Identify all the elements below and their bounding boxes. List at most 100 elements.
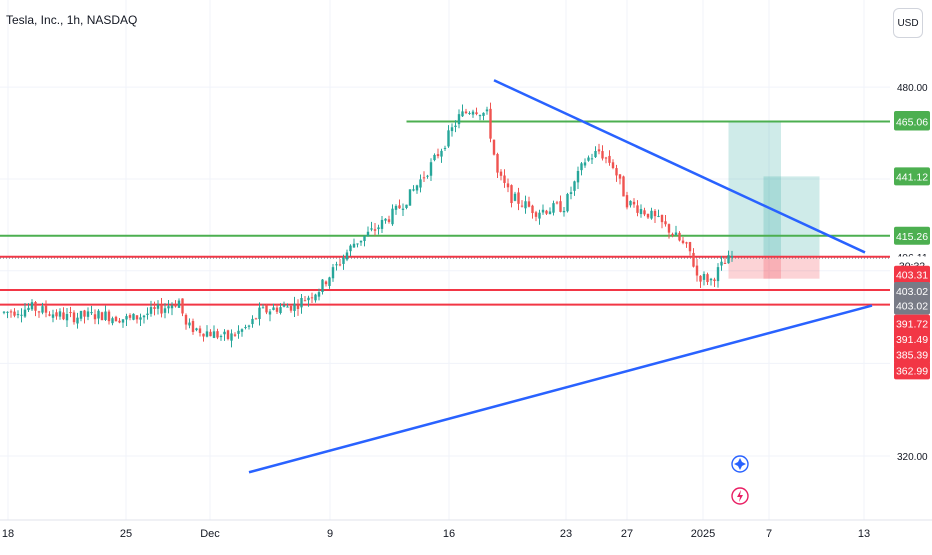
candle-body: [573, 181, 576, 191]
profit-zone[interactable]: [728, 121, 782, 257]
candle-body: [667, 224, 671, 233]
candle-body: [223, 331, 226, 335]
candle-body: [499, 171, 503, 176]
candle-body: [468, 112, 471, 114]
candle-body: [695, 265, 699, 276]
candle-body: [478, 115, 482, 117]
sparkle-icon[interactable]: [731, 455, 749, 473]
stop-zone[interactable]: [763, 256, 820, 279]
candle-body: [300, 297, 303, 308]
candle-body: [79, 310, 83, 319]
trendline-descending[interactable]: [493, 79, 866, 254]
candle-body: [181, 298, 184, 314]
candle-body: [674, 232, 678, 235]
price-tag-label: 403.31: [896, 270, 928, 282]
candle-body: [6, 311, 9, 313]
candle-body: [608, 155, 611, 163]
candle-body: [139, 317, 142, 320]
candle-body: [678, 232, 681, 241]
candle-body: [307, 297, 310, 301]
candle-body: [524, 201, 527, 209]
y-tick-label: 480.00: [897, 83, 928, 94]
chart-icons[interactable]: [731, 455, 749, 505]
trend-lines[interactable]: [248, 79, 873, 474]
candle-body: [328, 277, 331, 286]
candle-body: [177, 300, 181, 308]
candle-body: [286, 306, 289, 308]
trendline-ascending[interactable]: [248, 304, 873, 474]
candle-body: [475, 112, 478, 115]
candle-body: [398, 205, 401, 209]
currency-button[interactable]: USD: [893, 8, 923, 38]
candle-body: [489, 108, 492, 139]
candle-body: [373, 229, 377, 231]
candle-body: [86, 311, 90, 317]
candle-body: [167, 306, 170, 309]
candle-body: [562, 210, 566, 213]
candle-body: [128, 315, 132, 318]
x-tick-label: 25: [120, 528, 132, 540]
candle-body: [611, 162, 615, 169]
candle-body: [380, 219, 384, 229]
candle-body: [639, 209, 643, 215]
candle-body: [615, 168, 618, 176]
candle-body: [107, 311, 111, 322]
candle-body: [401, 208, 405, 210]
candle-body: [359, 240, 363, 243]
candle-body: [226, 330, 230, 339]
candle-body: [419, 179, 422, 188]
candle-body: [41, 306, 44, 313]
flash-icon[interactable]: [731, 487, 749, 505]
candle-body: [443, 147, 447, 149]
candle-body: [629, 200, 632, 206]
candle-body: [237, 330, 240, 334]
price-tag-bg: [894, 361, 930, 380]
candle-body: [559, 201, 562, 212]
sparkle-icon-glyph: [734, 458, 746, 470]
price-tag-bg: [894, 329, 930, 348]
candle-body: [723, 262, 727, 264]
candle-body: [310, 297, 314, 299]
candle-body: [377, 227, 380, 230]
candle-body: [646, 213, 650, 218]
candle-body: [636, 205, 639, 213]
candle-body: [20, 314, 23, 316]
x-tick-label: 16: [443, 528, 455, 540]
x-tick-label: 7: [766, 528, 772, 540]
profit-zone[interactable]: [763, 176, 820, 257]
candle-body: [685, 242, 688, 244]
stop-zone[interactable]: [728, 256, 782, 279]
chart-title: Tesla, Inc., 1h, NASDAQ: [6, 13, 138, 27]
price-tag-label: 465.06: [896, 116, 928, 128]
x-tick-label: 13: [858, 528, 870, 540]
candle-body: [2, 311, 6, 313]
candle-body: [454, 125, 457, 127]
candle-body: [538, 212, 541, 219]
candle-body: [48, 314, 51, 316]
candle-body: [303, 300, 307, 302]
candle-body: [125, 316, 128, 320]
candle-body: [408, 189, 412, 206]
candle-body: [338, 264, 342, 266]
candle-body: [135, 315, 139, 320]
candle-body: [342, 257, 345, 264]
x-tick-label: Dec: [200, 528, 220, 540]
candle-body: [76, 317, 79, 324]
candle-body: [51, 314, 55, 318]
candle-body: [121, 319, 125, 323]
candle-body: [72, 312, 76, 323]
position-boxes[interactable]: [728, 121, 820, 279]
horizontal-levels[interactable]: [0, 120, 890, 306]
candle-body: [709, 278, 713, 281]
candle-body: [699, 275, 702, 282]
candle-body: [517, 192, 520, 204]
candle-body: [622, 176, 625, 197]
price-tag-label: 403.02: [896, 286, 928, 298]
price-tag-label: 391.72: [896, 319, 928, 331]
candle-body: [566, 194, 569, 212]
candle-body: [244, 327, 247, 329]
candle-body: [258, 307, 261, 320]
candle-body: [436, 154, 440, 157]
